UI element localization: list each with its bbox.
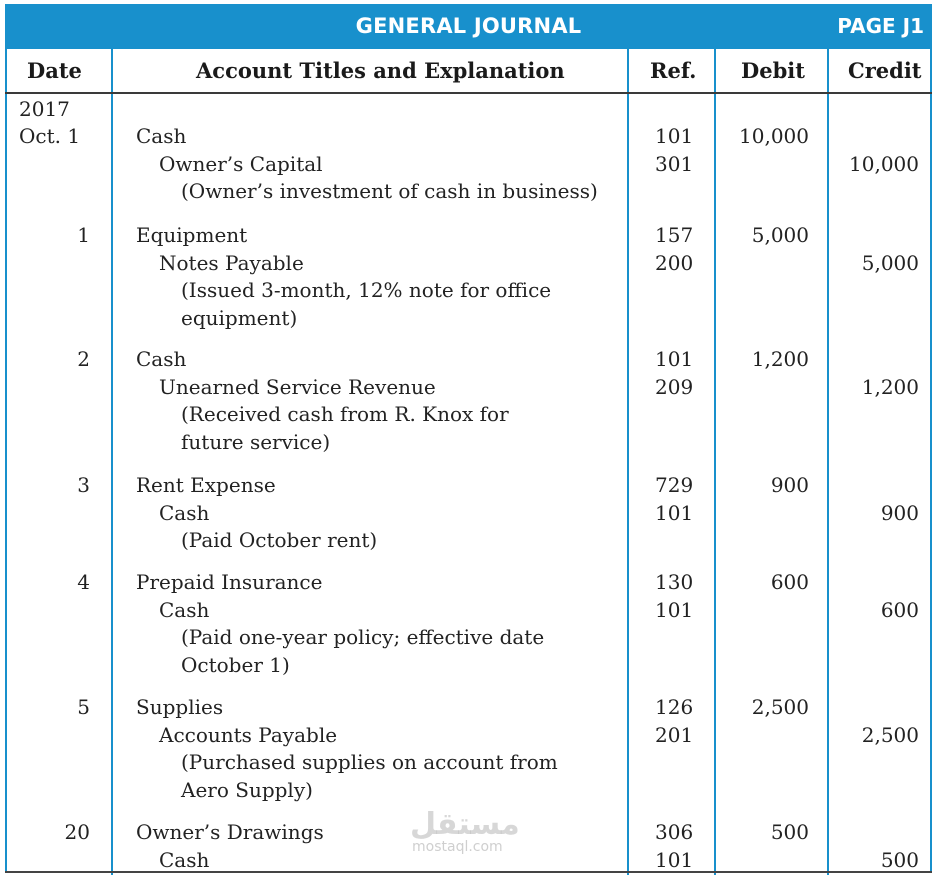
- credit-amount: 900: [880, 500, 919, 525]
- journal-year: 2017: [19, 97, 70, 121]
- debit-amount: 600: [770, 570, 809, 594]
- credit-amount: 1,200: [861, 374, 919, 399]
- watermark-logo: مستقل: [410, 807, 520, 842]
- entry-date: 4: [77, 570, 90, 594]
- debit-account: Rent Expense: [136, 473, 276, 497]
- entry-explanation: future service): [181, 429, 331, 454]
- credit-account: Accounts Payable: [159, 722, 338, 747]
- credit-ref: 301: [655, 151, 694, 176]
- debit-account: Supplies: [136, 695, 224, 719]
- entry-date: 2: [77, 347, 90, 371]
- column-header-debit: Debit: [741, 58, 805, 83]
- entry-date: 3: [77, 473, 90, 497]
- date-column-divider: [111, 49, 113, 875]
- credit-amount: 600: [880, 597, 919, 622]
- debit-amount: 500: [770, 820, 809, 844]
- debit-amount: 5,000: [751, 223, 809, 247]
- credit-account: Unearned Service Revenue: [159, 374, 436, 399]
- entry-explanation: October 1): [181, 652, 290, 677]
- entry-date: 20: [64, 820, 90, 844]
- debit-ref: 157: [655, 223, 694, 247]
- right-border: [930, 49, 932, 873]
- debit-account: Owner’s Drawings: [136, 820, 324, 844]
- journal-title: GENERAL JOURNAL: [355, 14, 582, 38]
- journal-header-bar: GENERAL JOURNAL PAGE J1: [5, 4, 932, 49]
- debit-ref: 729: [655, 473, 694, 497]
- credit-account: Owner’s Capital: [159, 151, 323, 176]
- debit-account: Prepaid Insurance: [136, 570, 323, 594]
- debit-amount: 900: [770, 473, 809, 497]
- debit-column-divider: [827, 49, 829, 875]
- debit-ref: 101: [655, 124, 694, 148]
- credit-amount: 5,000: [861, 250, 919, 275]
- entry-explanation: (Issued 3-month, 12% note for office: [181, 278, 552, 302]
- entry-explanation: (Owner’s investment of cash in business): [181, 179, 598, 203]
- credit-account: Cash: [159, 847, 210, 872]
- ref-column-divider: [714, 49, 716, 875]
- left-border: [5, 49, 7, 873]
- entry-date: Oct. 1: [19, 124, 81, 148]
- credit-account: Cash: [159, 500, 210, 525]
- column-header-credit: Credit: [848, 58, 922, 83]
- debit-amount: 10,000: [739, 124, 809, 148]
- credit-amount: 500: [880, 847, 919, 872]
- entry-date: 1: [77, 223, 90, 247]
- debit-amount: 1,200: [751, 347, 809, 371]
- column-header-account: Account Titles and Explanation: [196, 58, 565, 83]
- debit-amount: 2,500: [751, 695, 809, 719]
- credit-account: Cash: [159, 597, 210, 622]
- credit-ref: 201: [655, 722, 694, 747]
- column-header-rule: [5, 92, 932, 94]
- credit-ref: 101: [655, 500, 694, 525]
- entry-date: 5: [77, 695, 90, 719]
- debit-ref: 101: [655, 347, 694, 371]
- entry-explanation: (Received cash from R. Knox for: [181, 402, 509, 426]
- bottom-rule: [5, 871, 932, 873]
- entry-explanation: equipment): [181, 305, 298, 330]
- entry-explanation: Aero Supply): [181, 777, 313, 802]
- credit-account: Notes Payable: [159, 250, 304, 275]
- watermark-url: mostaql.com: [412, 839, 503, 855]
- page-number: PAGE J1: [837, 14, 924, 38]
- entry-explanation: (Paid October rent): [181, 528, 378, 552]
- column-header-date: Date: [27, 58, 82, 83]
- debit-account: Cash: [136, 347, 187, 371]
- debit-ref: 130: [655, 570, 694, 594]
- entry-explanation: (Purchased supplies on account from: [181, 750, 558, 774]
- debit-account: Cash: [136, 124, 187, 148]
- entry-explanation: (Paid one-year policy; effective date: [181, 625, 545, 649]
- credit-ref: 200: [655, 250, 694, 275]
- credit-ref: 101: [655, 847, 694, 872]
- watermark: مستقل mostaql.com: [408, 807, 528, 857]
- column-header-ref: Ref.: [650, 58, 697, 83]
- account-column-divider: [627, 49, 629, 875]
- debit-ref: 306: [655, 820, 694, 844]
- credit-amount: 10,000: [849, 151, 919, 176]
- debit-ref: 126: [655, 695, 694, 719]
- credit-ref: 209: [655, 374, 694, 399]
- debit-account: Equipment: [136, 223, 248, 247]
- credit-ref: 101: [655, 597, 694, 622]
- credit-amount: 2,500: [861, 722, 919, 747]
